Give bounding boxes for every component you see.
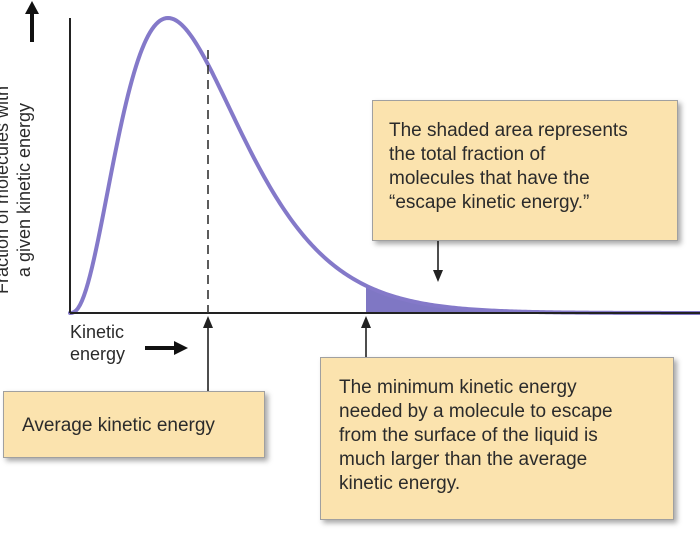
average-energy-callout: Average kinetic energy: [3, 391, 265, 458]
x-axis-label-line-2: energy: [70, 344, 126, 364]
callout-line: molecules that have the: [389, 168, 590, 189]
x-axis-label: Kinetic energy: [70, 321, 125, 365]
callout-line: the total fraction of: [389, 144, 546, 165]
x-axis-label-line-1: Kinetic: [70, 322, 125, 342]
right-arrow-icon: [145, 341, 188, 355]
minimum-pointer-arrow: [361, 316, 371, 357]
shaded-area-callout: The shaded area represents the total fra…: [372, 100, 678, 241]
callout-line: much larger than the average: [339, 449, 588, 470]
callout-line: The shaded area represents: [389, 120, 628, 141]
y-axis-label: Fraction of molecules with a given kinet…: [0, 45, 41, 335]
callout-line: needed by a molecule to escape: [339, 401, 613, 422]
minimum-energy-callout: The minimum kinetic energy needed by a m…: [320, 357, 674, 520]
callout-line: “escape kinetic energy.”: [389, 192, 590, 213]
average-pointer-arrow: [203, 316, 213, 391]
callout-line: kinetic energy.: [339, 473, 461, 494]
y-axis-label-line-2: a given kinetic energy: [14, 102, 34, 278]
callout-line: Average kinetic energy: [22, 415, 215, 436]
callout-line: The minimum kinetic energy: [339, 377, 577, 398]
callout-line: from the surface of the liquid is: [339, 425, 598, 446]
y-axis-label-line-1: Fraction of molecules with: [0, 85, 12, 295]
shaded-pointer-arrow: [433, 241, 443, 282]
shaded-escape-area: [366, 285, 700, 313]
up-arrow-icon: [25, 1, 39, 42]
